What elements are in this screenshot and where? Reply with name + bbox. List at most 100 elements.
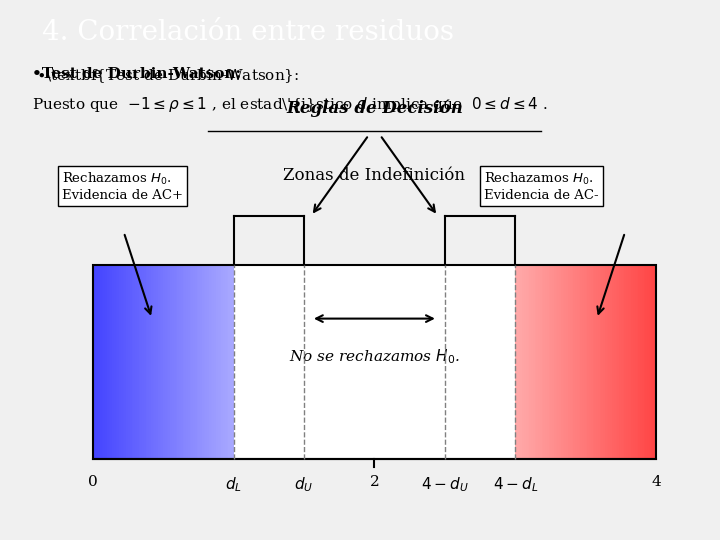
Bar (138, 265, 140, 459)
Text: Zonas de Indefinición: Zonas de Indefinición (284, 167, 465, 184)
Bar (631, 265, 633, 459)
Bar (651, 265, 652, 459)
Bar (545, 265, 547, 459)
Bar (621, 265, 623, 459)
Text: 2: 2 (369, 475, 379, 489)
Bar (125, 265, 126, 459)
Bar (102, 265, 104, 459)
Bar (114, 265, 116, 459)
Bar (199, 265, 200, 459)
Text: Reglas de Decisión: Reglas de Decisión (286, 100, 463, 117)
Bar (629, 265, 631, 459)
Bar (216, 265, 217, 459)
Bar (165, 265, 167, 459)
Bar (633, 265, 635, 459)
Bar (541, 265, 544, 459)
Bar (158, 265, 160, 459)
Bar (209, 265, 211, 459)
Bar (107, 265, 109, 459)
Bar (522, 265, 524, 459)
Text: Puesto que  $-1 \leq \rho \leq 1$ , el estad\'{i}stico $d$ implica que  $0 \leq : Puesto que $-1 \leq \rho \leq 1$ , el es… (32, 94, 548, 113)
Bar (168, 265, 170, 459)
Bar (227, 265, 228, 459)
Bar (608, 265, 611, 459)
Bar (163, 265, 165, 459)
Bar (600, 265, 601, 459)
Bar (549, 265, 550, 459)
Bar (531, 265, 533, 459)
Bar (228, 265, 230, 459)
Bar (579, 265, 580, 459)
Text: Rechazamos $H_0$.
Evidencia de AC-: Rechazamos $H_0$. Evidencia de AC- (485, 171, 599, 202)
Bar (223, 265, 225, 459)
Text: 4. Correlación entre residuos: 4. Correlación entre residuos (42, 19, 454, 46)
Bar (192, 265, 193, 459)
Bar (533, 265, 534, 459)
Bar (635, 265, 636, 459)
Bar (516, 265, 517, 459)
Bar (554, 265, 556, 459)
Bar (582, 265, 584, 459)
Bar (167, 265, 168, 459)
Bar (177, 265, 179, 459)
Bar (105, 265, 107, 459)
Bar (96, 265, 98, 459)
Bar (215, 265, 216, 459)
Bar (148, 265, 149, 459)
Bar (212, 265, 215, 459)
Bar (603, 265, 605, 459)
Bar (612, 265, 613, 459)
Bar (557, 265, 559, 459)
Bar (540, 265, 541, 459)
Bar (130, 265, 132, 459)
Bar (189, 265, 192, 459)
Bar (217, 265, 220, 459)
Text: $4-d_L$: $4-d_L$ (492, 475, 538, 494)
Bar (538, 265, 540, 459)
Bar (585, 265, 588, 459)
Bar (142, 265, 144, 459)
Bar (230, 265, 232, 459)
Bar (521, 265, 522, 459)
Bar (566, 265, 568, 459)
Bar (570, 265, 572, 459)
Bar (595, 265, 596, 459)
Bar (161, 265, 163, 459)
Text: $d_U$: $d_U$ (294, 475, 314, 494)
Bar (598, 265, 600, 459)
Bar (179, 265, 181, 459)
Bar (205, 265, 207, 459)
Bar (605, 265, 607, 459)
Bar (207, 265, 209, 459)
Bar (221, 265, 223, 459)
Bar (116, 265, 117, 459)
Bar (100, 265, 102, 459)
Bar (204, 265, 205, 459)
Bar (149, 265, 151, 459)
Bar (110, 265, 112, 459)
Text: $d_L$: $d_L$ (225, 475, 242, 494)
Bar (544, 265, 545, 459)
Bar (645, 265, 647, 459)
Bar (552, 265, 554, 459)
Bar (575, 265, 577, 459)
Bar (577, 265, 579, 459)
Bar (550, 265, 552, 459)
Bar (528, 265, 529, 459)
Bar (132, 265, 133, 459)
Bar (616, 265, 617, 459)
Bar (120, 265, 121, 459)
Bar (561, 265, 563, 459)
Bar (529, 265, 531, 459)
Bar (156, 265, 158, 459)
Bar (642, 265, 644, 459)
Bar (104, 265, 105, 459)
Bar (619, 265, 621, 459)
Bar (628, 265, 629, 459)
Bar (644, 265, 645, 459)
Bar (233, 265, 516, 459)
Bar (572, 265, 573, 459)
Bar (639, 265, 640, 459)
Bar (588, 265, 589, 459)
Bar (202, 265, 204, 459)
